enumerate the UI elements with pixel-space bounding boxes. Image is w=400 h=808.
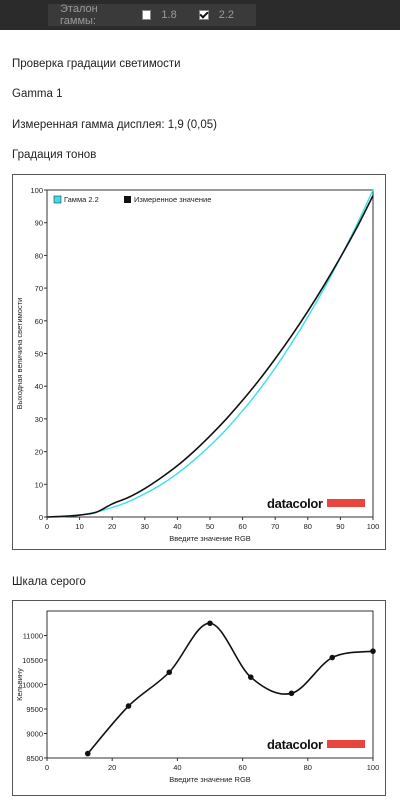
- y-tick-label: 50: [35, 350, 43, 359]
- x-tick-label: 70: [271, 522, 279, 531]
- gamma-reference-label: Эталон гаммы:: [60, 3, 98, 27]
- datacolor-logo-bar: [327, 499, 365, 507]
- y-tick-label: 100: [30, 186, 43, 195]
- legend-swatch-measured: [124, 196, 131, 203]
- datacolor-logo: datacolor: [267, 737, 365, 752]
- y-tick-label: 8500: [26, 754, 43, 763]
- datacolor-logo-text: datacolor: [267, 496, 323, 511]
- x-tick-label: 10: [75, 522, 83, 531]
- section-title: Проверка градации светимости: [12, 58, 181, 70]
- legend-label-measured: Измеренное значение: [134, 195, 211, 204]
- x-tick-label: 0: [45, 522, 49, 531]
- y-tick-label: 90: [35, 219, 43, 228]
- x-tick-label: 60: [238, 763, 246, 772]
- data-point: [125, 703, 132, 709]
- y-tick-label: 10: [35, 480, 43, 489]
- x-tick-label: 50: [206, 522, 214, 531]
- measured-gamma-line: [46, 195, 374, 518]
- x-tick-label: 80: [304, 763, 312, 772]
- legend-label-reference: Гамма 2.2: [64, 195, 99, 204]
- x-axis-label: Введите значение RGB: [169, 534, 251, 543]
- data-point: [247, 674, 254, 680]
- data-point: [166, 669, 173, 676]
- x-tick-label: 80: [304, 522, 312, 531]
- tone-response-chart: 0 10 20 30 40 50 60 70 80 90 100 0 10 20 30 40 50 60 70 80 9…: [12, 174, 386, 550]
- y-tick-label: 70: [35, 284, 43, 293]
- y-axis-label: Кельвину: [15, 668, 24, 701]
- y-tick-label: 10000: [22, 681, 43, 690]
- legend-swatch-reference: [53, 195, 62, 204]
- x-tick-label: 100: [367, 763, 380, 772]
- y-tick-label: 10500: [22, 656, 43, 665]
- x-tick-label: 30: [141, 522, 149, 531]
- datacolor-logo: datacolor: [267, 496, 365, 511]
- datacolor-logo-text: datacolor: [267, 737, 323, 752]
- data-point: [207, 620, 213, 627]
- y-tick-label: 80: [35, 251, 43, 260]
- x-tick-label: 40: [173, 763, 181, 772]
- gamma-2-2-checkbox[interactable]: [198, 10, 209, 20]
- gray-scale-title: Шкала серого: [12, 576, 86, 588]
- gamma-2-2-label: 2.2: [218, 9, 234, 21]
- y-axis-label: Выходная величина светимости: [15, 298, 24, 410]
- gamma-1-8-label: 1.8: [161, 9, 177, 21]
- x-tick-label: 60: [238, 522, 246, 531]
- x-tick-label: 20: [108, 763, 116, 772]
- data-point: [370, 648, 376, 654]
- x-tick-label: 90: [336, 522, 344, 531]
- y-tick-label: 40: [35, 382, 43, 391]
- gamma-reference-panel: Эталон гаммы: 1.8 2.2: [48, 3, 256, 27]
- top-toolbar: Эталон гаммы: 1.8 2.2: [0, 0, 400, 30]
- y-tick-label: 0: [39, 513, 43, 522]
- data-point: [329, 654, 336, 661]
- plot-area: [46, 610, 374, 759]
- x-tick-label: 100: [367, 522, 380, 531]
- x-tick-label: 20: [108, 522, 116, 531]
- tone-response-svg: 0 10 20 30 40 50 60 70 80 90 100 0 10 20 30 40 50 60 70 80 9…: [15, 186, 380, 543]
- x-axis-label: Введите значение RGB: [169, 775, 251, 784]
- x-tick-label: 40: [173, 522, 181, 531]
- measured-gamma-text: Измеренная гамма дисплея: 1,9 (0,05): [12, 119, 217, 131]
- gray-scale-svg: 0 20 40 60 80 100 8500 9000 9500 10000 10500 11000 В…: [15, 610, 380, 784]
- gray-scale-chart: 0 20 40 60 80 100 8500 9000 9500 10000 10500 11000 В…: [12, 600, 386, 796]
- data-point: [84, 750, 91, 757]
- tone-chart-title: Градация тонов: [12, 149, 97, 161]
- gamma-1-8-checkbox[interactable]: [141, 10, 152, 20]
- y-tick-label: 11000: [23, 632, 43, 641]
- y-tick-label: 30: [35, 415, 43, 424]
- y-tick-label: 20: [35, 448, 43, 457]
- y-tick-label: 9500: [26, 705, 43, 714]
- data-point: [288, 690, 295, 697]
- x-tick-label: 0: [45, 763, 49, 772]
- plot-area: [46, 189, 374, 518]
- datacolor-logo-bar: [327, 740, 365, 748]
- y-tick-label: 9000: [26, 730, 43, 739]
- chart-legend: Гамма 2.2 Измеренное значение: [53, 195, 211, 204]
- profile-name: Gamma 1: [12, 88, 63, 100]
- y-tick-label: 60: [35, 317, 43, 326]
- color-temperature-line: [87, 622, 374, 755]
